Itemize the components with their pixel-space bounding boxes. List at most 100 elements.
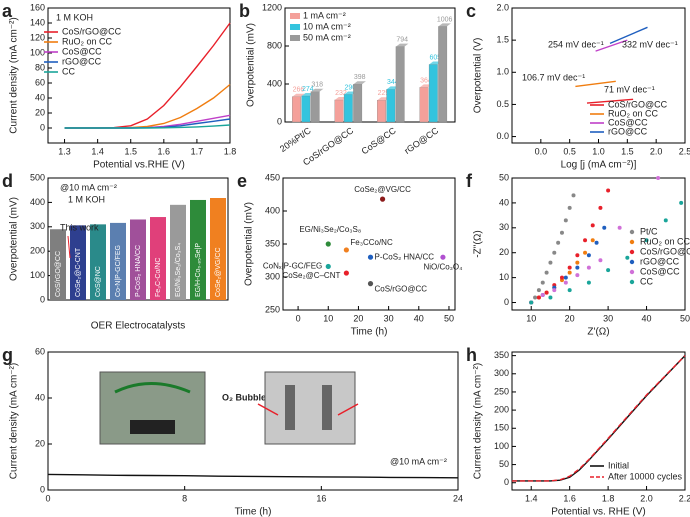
data-point bbox=[644, 238, 649, 243]
bar bbox=[130, 219, 146, 300]
x-axis-title: Z'(Ω) bbox=[587, 327, 609, 338]
y-tick-label: 0 bbox=[504, 297, 509, 307]
x-tick-label: 2.0 bbox=[640, 493, 653, 503]
x-axis-title: Time (h) bbox=[235, 507, 272, 517]
data-point bbox=[567, 265, 572, 270]
data-point bbox=[563, 218, 568, 223]
x-tick-label: 40 bbox=[414, 313, 424, 323]
data-point bbox=[590, 238, 595, 243]
data-point bbox=[567, 270, 572, 275]
x-tick-label: CoS@CC bbox=[360, 125, 399, 156]
photo-wire bbox=[114, 382, 191, 394]
point-label: NiO/Co₃O₄ bbox=[423, 262, 462, 271]
legend-marker bbox=[629, 249, 635, 255]
data-point bbox=[575, 265, 580, 270]
legend-marker bbox=[629, 229, 635, 235]
series-line bbox=[64, 124, 231, 129]
panel-label: a bbox=[2, 1, 13, 21]
data-point bbox=[583, 250, 588, 255]
y-axis-title: Overpotential (mV) bbox=[244, 202, 255, 286]
series-line bbox=[586, 98, 634, 104]
point-label: CoSe₂@C–CNT bbox=[282, 271, 340, 280]
data-point bbox=[559, 230, 564, 235]
data-point bbox=[548, 260, 553, 265]
y-tick-label: 350 bbox=[494, 350, 509, 360]
y-tick-label: 200 bbox=[30, 246, 45, 256]
bar bbox=[90, 224, 106, 300]
data-point bbox=[540, 293, 545, 298]
plot-frame bbox=[511, 351, 686, 491]
plot-frame bbox=[47, 7, 231, 144]
bar-category-label: CoS@NC bbox=[95, 266, 102, 297]
legend-swatch bbox=[290, 35, 300, 41]
y-tick-label: 80 bbox=[35, 62, 45, 72]
point-label: CoS/rGO@CC bbox=[375, 285, 428, 294]
x-tick-label: 1.4 bbox=[525, 493, 538, 503]
value-label: 398 bbox=[354, 74, 366, 81]
data-point bbox=[552, 288, 557, 293]
point-label: CoSe₂@VG/CC bbox=[354, 185, 411, 194]
data-point bbox=[563, 275, 568, 280]
y-tick-label: 2.0 bbox=[496, 2, 509, 12]
x-tick-label: 2.2 bbox=[679, 493, 690, 503]
x-tick-label: 0 bbox=[296, 313, 301, 323]
x-axis-title: Potential vs.RHE (V) bbox=[93, 160, 185, 171]
annotation: @10 mA cm⁻² bbox=[60, 182, 117, 192]
legend-label: 1 mA cm⁻² bbox=[303, 10, 346, 20]
annotation: 1 M KOH bbox=[68, 194, 105, 204]
y-tick-label: 300 bbox=[265, 271, 280, 281]
series-line bbox=[512, 355, 686, 482]
y-tick-label: 0 bbox=[40, 484, 45, 494]
data-point bbox=[567, 288, 572, 293]
annotation: 254 mV dec⁻¹ bbox=[548, 39, 604, 49]
legend-label: After 10000 cycles bbox=[608, 471, 683, 481]
value-label: 232 bbox=[335, 90, 347, 97]
data-point bbox=[583, 238, 588, 243]
data-point bbox=[598, 205, 603, 210]
y-tick-label: 400 bbox=[265, 205, 280, 215]
y-tick-label: 50 bbox=[499, 459, 509, 469]
data-point bbox=[586, 253, 591, 258]
bar-top bbox=[353, 81, 366, 85]
x-axis-title: Time (h) bbox=[351, 327, 388, 338]
point-label: CoNₓ|P-GC/FEG bbox=[263, 262, 322, 271]
legend-label: Initial bbox=[608, 460, 629, 470]
legend-label: Pt/C bbox=[640, 226, 658, 236]
value-label: 274 bbox=[302, 86, 314, 93]
value-label: 290 bbox=[344, 84, 356, 91]
y-tick-label: 400 bbox=[30, 197, 45, 207]
legend-label: CoS/rGO@CC bbox=[62, 26, 122, 36]
x-tick-label: 20 bbox=[565, 313, 575, 323]
data-point bbox=[594, 240, 599, 245]
y-tick-label: 20 bbox=[35, 107, 45, 117]
bar bbox=[377, 100, 386, 123]
series-line bbox=[595, 39, 628, 52]
bar bbox=[438, 26, 448, 123]
value-label: 364 bbox=[420, 77, 432, 84]
y-tick-label: 100 bbox=[30, 47, 45, 57]
data-point bbox=[617, 225, 622, 230]
data-point bbox=[571, 193, 576, 198]
y-tick-label: 120 bbox=[30, 32, 45, 42]
y-tick-label: 20 bbox=[35, 438, 45, 448]
data-point bbox=[440, 254, 446, 260]
panel-label: b bbox=[239, 1, 250, 21]
bar bbox=[70, 225, 86, 300]
data-point bbox=[586, 265, 591, 270]
bar-top bbox=[438, 23, 451, 27]
value-label: 344 bbox=[387, 79, 399, 86]
x-tick-label: 1.0 bbox=[592, 146, 605, 156]
y-tick-label: 160 bbox=[30, 2, 45, 12]
bar bbox=[110, 222, 126, 300]
x-tick-label: 1.7 bbox=[191, 146, 204, 156]
value-label: 794 bbox=[396, 36, 408, 43]
y-tick-label: 200 bbox=[494, 404, 509, 414]
legend-label: RuO₂ on CC bbox=[62, 36, 113, 46]
bar-category-label: CoSe₂@VG/CC bbox=[215, 247, 222, 297]
y-tick-label: 100 bbox=[494, 441, 509, 451]
x-tick-label: 1.8 bbox=[602, 493, 615, 503]
legend-label: RuO₂ on CC bbox=[640, 236, 690, 246]
panel-label: f bbox=[466, 171, 473, 191]
annotation: 71 mV dec⁻¹ bbox=[604, 84, 655, 94]
